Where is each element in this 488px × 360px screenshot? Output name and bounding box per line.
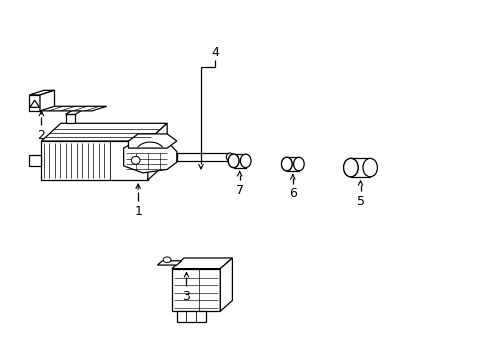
Ellipse shape [226, 153, 233, 161]
Text: 1: 1 [134, 205, 142, 218]
Ellipse shape [281, 157, 291, 171]
Polygon shape [157, 261, 181, 265]
Polygon shape [29, 106, 106, 111]
Polygon shape [41, 123, 167, 141]
Polygon shape [65, 114, 75, 123]
Ellipse shape [228, 154, 239, 168]
Circle shape [163, 257, 171, 262]
Ellipse shape [343, 158, 357, 177]
Polygon shape [29, 155, 41, 166]
Text: 5: 5 [356, 195, 364, 208]
Polygon shape [29, 90, 54, 95]
Polygon shape [147, 123, 167, 180]
Polygon shape [123, 138, 177, 173]
Polygon shape [172, 258, 232, 269]
Text: 3: 3 [182, 290, 190, 303]
Polygon shape [286, 157, 298, 171]
Polygon shape [40, 90, 54, 111]
Ellipse shape [362, 158, 377, 177]
Text: 2: 2 [38, 129, 45, 141]
Text: 7: 7 [235, 184, 243, 197]
Polygon shape [177, 311, 205, 322]
Ellipse shape [240, 154, 250, 168]
Ellipse shape [343, 158, 357, 177]
Polygon shape [41, 141, 147, 180]
Polygon shape [128, 134, 177, 148]
Polygon shape [29, 95, 40, 111]
Polygon shape [177, 153, 229, 161]
Text: 4: 4 [211, 46, 219, 59]
Ellipse shape [293, 157, 304, 171]
Polygon shape [172, 269, 220, 311]
Polygon shape [220, 258, 232, 311]
Polygon shape [30, 100, 40, 107]
Text: 6: 6 [288, 187, 296, 200]
Polygon shape [233, 154, 245, 168]
Ellipse shape [228, 154, 239, 168]
Polygon shape [350, 158, 369, 177]
Polygon shape [128, 154, 142, 166]
Ellipse shape [131, 157, 140, 164]
Ellipse shape [281, 157, 291, 171]
Polygon shape [65, 110, 82, 114]
